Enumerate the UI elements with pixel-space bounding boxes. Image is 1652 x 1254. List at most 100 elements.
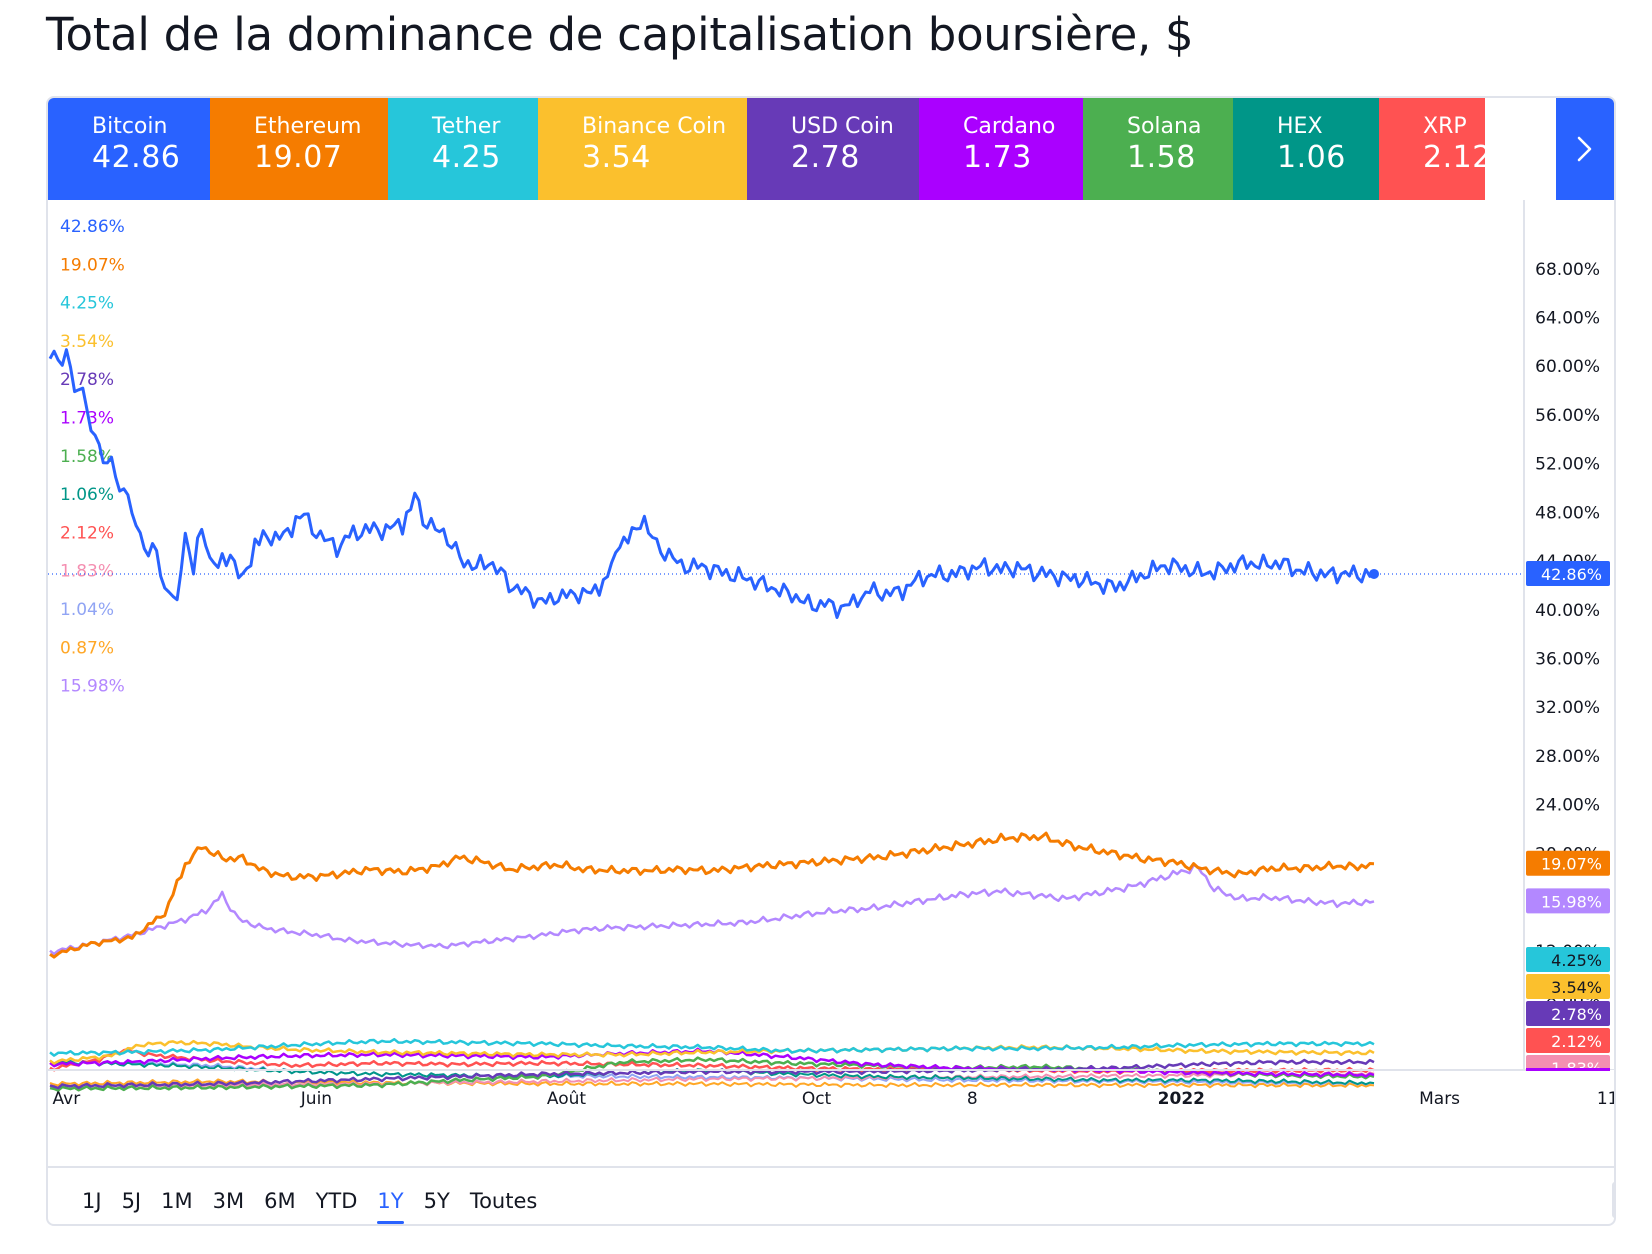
y-tick-label: 64.00%: [1535, 308, 1600, 328]
price-badge-label: 3.54%: [1551, 978, 1602, 997]
tab-binance-coin[interactable]: Binance Coin 3.54: [538, 98, 747, 200]
x-tick-label: Mars: [1419, 1089, 1460, 1109]
y-tick-label: 52.00%: [1535, 455, 1600, 475]
y-tick-label: 36.00%: [1535, 650, 1600, 670]
y-tick-label: 40.00%: [1535, 601, 1600, 621]
tab-usd-coin[interactable]: USD Coin 2.78: [747, 98, 919, 200]
tab-name: HEX: [1277, 114, 1323, 139]
y-tick-label: 68.00%: [1535, 260, 1600, 280]
y-tick-label: 60.00%: [1535, 357, 1600, 377]
range-button-1y[interactable]: 1Y: [367, 1186, 413, 1224]
series-line-bitcoin: [48, 348, 1375, 619]
series-line-binance-coin: [49, 1039, 1375, 1065]
y-tick-label: 48.00%: [1535, 503, 1600, 523]
y-tick-label: 56.00%: [1535, 406, 1600, 426]
tab-name: Tether: [432, 114, 501, 139]
x-tick-label: Avr: [53, 1089, 81, 1109]
legend-value: 3.54%: [60, 332, 114, 352]
tab-xrp[interactable]: XRP 2.12: [1379, 98, 1485, 200]
price-badge-label: 42.86%: [1541, 565, 1602, 584]
tab-bitcoin[interactable]: Bitcoin 42.86: [48, 98, 210, 200]
range-button-1j[interactable]: 1J: [82, 1189, 102, 1213]
range-button-6m[interactable]: 6M: [264, 1189, 296, 1213]
price-badge: [1526, 1001, 1610, 1026]
tab-hex[interactable]: HEX 1.06: [1233, 98, 1379, 200]
tab-cardano[interactable]: Cardano 1.73: [919, 98, 1083, 200]
legend-value: 1.04%: [60, 600, 114, 620]
tab-value: 4.25: [432, 140, 501, 175]
x-tick-label: 8: [967, 1089, 978, 1109]
x-tick-label: 2022: [1158, 1089, 1205, 1109]
tab-value: 42.86: [92, 140, 181, 175]
y-tick-label: 32.00%: [1535, 698, 1600, 718]
x-tick-label: Août: [547, 1089, 587, 1109]
tab-value: 1.73: [963, 140, 1032, 175]
price-badge: [1526, 560, 1610, 586]
tab-name: USD Coin: [791, 114, 894, 139]
series-line-ethereum: [49, 831, 1375, 959]
tab-tether[interactable]: Tether 4.25: [388, 98, 538, 200]
legend-value: 42.86%: [60, 217, 125, 237]
range-button-5j[interactable]: 5J: [121, 1189, 142, 1213]
tab-value: 3.54: [582, 140, 651, 175]
legend-value: 2.12%: [60, 523, 114, 543]
tab-solana[interactable]: Solana 1.58: [1083, 98, 1233, 200]
series-line-usd-coin: [49, 1058, 1375, 1090]
tab-value: 2.78: [791, 140, 860, 175]
series-line-other-pink-: [49, 1070, 1375, 1090]
price-badge: [1526, 1028, 1610, 1053]
tab-value: 1.58: [1127, 140, 1196, 175]
legend-value: 1.83%: [60, 562, 114, 582]
x-tick-label: 11: [1597, 1089, 1616, 1109]
y-tick-label: 28.00%: [1535, 747, 1600, 767]
legend-value: 4.25%: [60, 294, 114, 314]
chevron-right-icon[interactable]: [1556, 98, 1614, 200]
price-badge-label: 2.12%: [1551, 1032, 1602, 1051]
price-badge-label: 4.25%: [1551, 951, 1602, 970]
tab-value: 1.06: [1277, 140, 1346, 175]
series-line-other-violet-: [49, 863, 1375, 956]
tab-name: Bitcoin: [92, 114, 168, 139]
x-tick-label: Juin: [300, 1089, 332, 1109]
range-button-toutes[interactable]: Toutes: [469, 1189, 538, 1213]
tab-name: Cardano: [963, 114, 1056, 139]
page-title: Total de la dominance de capitalisation …: [46, 8, 1194, 61]
price-badge: [1526, 974, 1610, 999]
range-button-3m[interactable]: 3M: [212, 1189, 245, 1213]
series-line-tether: [49, 1037, 1375, 1057]
last-value-dot: [1369, 568, 1379, 579]
range-button-ytd[interactable]: YTD: [315, 1189, 358, 1213]
scroll-handle[interactable]: [1612, 1182, 1614, 1218]
chart-widget: Bitcoin 42.86 Ethereum 19.07 Tether 4.25 Binan…: [46, 96, 1616, 1226]
legend-value: 2.78%: [60, 370, 114, 390]
range-button-1m[interactable]: 1M: [161, 1189, 193, 1213]
y-tick-label: 24.00%: [1535, 796, 1600, 816]
price-badge-label: 15.98%: [1541, 892, 1602, 911]
tab-name: Ethereum: [254, 114, 362, 139]
x-tick-label: Oct: [802, 1089, 832, 1109]
tab-value: 19.07: [254, 140, 343, 175]
price-badge-label: 19.07%: [1541, 855, 1602, 874]
legend: 42.86%19.07%4.25%3.54%2.78%1.73%1.58%1.0…: [60, 217, 125, 697]
range-buttons: 1J 5J 1M 3M 6M YTD 1Y 5Y Toutes: [72, 1186, 547, 1224]
plot-area[interactable]: 42.86% 19.07% 4.25% 3.54% 2.78% 1.73% 1.58% 1.0…: [48, 200, 1614, 1166]
tab-name: Solana: [1127, 114, 1202, 139]
legend-value: 1.06%: [60, 485, 114, 505]
price-badge-label: 2.78%: [1551, 1005, 1602, 1024]
range-button-5y[interactable]: 5Y: [423, 1189, 450, 1213]
x-axis: Avr Juin Août Oct 8 2022 Mars 11: [53, 1089, 1616, 1109]
y-axis: 8.00%12.00%20.00%24.00%28.00%32.00%36.00…: [48, 200, 1614, 1071]
legend-value: 1.73%: [60, 409, 114, 429]
dominance-chart[interactable]: 42.86%19.07%4.25%3.54%2.78%1.73%1.58%1.0…: [48, 200, 1616, 1166]
price-badge: [1526, 947, 1610, 972]
series-lines: [48, 348, 1524, 1092]
range-bar: 1J 5J 1M 3M 6M YTD 1Y 5Y Toutes: [48, 1166, 1614, 1224]
tab-ethereum[interactable]: Ethereum 19.07: [210, 98, 388, 200]
tab-name: Binance Coin: [582, 114, 727, 139]
tab-value: 2.12: [1423, 140, 1485, 175]
tab-name: XRP: [1423, 114, 1467, 139]
price-badge-partial: [1526, 1068, 1610, 1071]
price-badge: [1526, 850, 1610, 876]
coin-tabs: Bitcoin 42.86 Ethereum 19.07 Tether 4.25 Binan…: [48, 98, 1614, 200]
price-badge: [1526, 888, 1610, 914]
